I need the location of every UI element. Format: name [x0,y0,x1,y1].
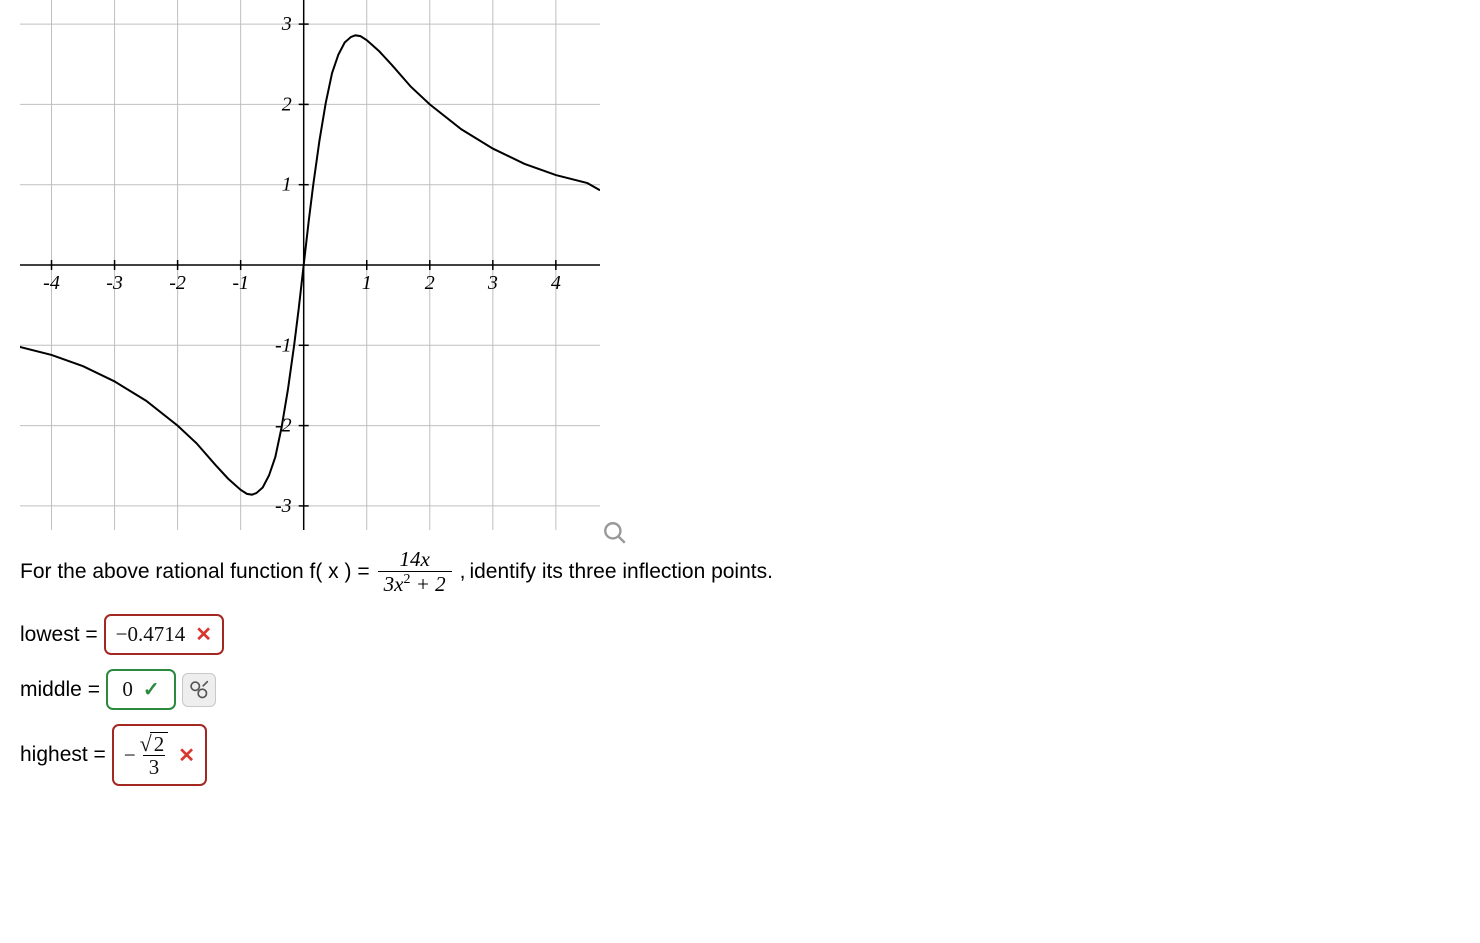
highest-label: highest = [20,743,106,767]
function-graph: -4-3-2-11234-3-2-1123 [20,0,620,540]
math-keyboard-button[interactable] [182,673,216,707]
svg-text:2: 2 [425,272,435,294]
answer-row-highest: highest = − √2 3 ✕ [20,724,1480,786]
answer-row-middle: middle = 0 ✓ [20,669,1480,710]
middle-input-box[interactable]: 0 ✓ [106,669,176,710]
graph-svg: -4-3-2-11234-3-2-1123 [20,0,600,530]
question-comma: , [460,560,466,584]
svg-text:-1: -1 [275,334,292,356]
middle-label: middle = [20,678,100,702]
function-fraction: 14x 3x2 + 2 [378,548,452,596]
answer-row-lowest: lowest = −0.4714 ✕ [20,614,1480,655]
check-icon: ✓ [143,677,160,702]
highest-value: − √2 3 [124,732,168,778]
lowest-input-box[interactable]: −0.4714 ✕ [104,614,224,655]
svg-text:3: 3 [281,13,292,35]
svg-text:-3: -3 [106,272,123,294]
svg-text:-2: -2 [169,272,186,294]
svg-text:1: 1 [282,174,292,196]
svg-text:2: 2 [282,93,292,115]
svg-text:-4: -4 [43,272,60,294]
question-prefix: For the above rational function f( x ) = [20,560,370,584]
fraction-denominator: 3x2 + 2 [378,571,452,596]
cross-icon: ✕ [178,743,195,768]
highest-input-box[interactable]: − √2 3 ✕ [112,724,207,786]
question-text: For the above rational function f( x ) =… [20,548,1480,596]
svg-text:4: 4 [551,272,561,294]
question-suffix: identify its three inflection points. [469,560,773,584]
lowest-value: −0.4714 [116,622,186,647]
answers-block: lowest = −0.4714 ✕ middle = 0 ✓ highest [20,614,1480,786]
svg-text:1: 1 [362,272,372,294]
svg-text:3: 3 [487,272,498,294]
lowest-label: lowest = [20,623,98,647]
svg-text:-3: -3 [275,495,292,517]
cross-icon: ✕ [195,622,212,647]
middle-value: 0 [122,677,133,702]
fraction-numerator: 14x [399,548,429,571]
zoom-icon[interactable] [602,520,628,546]
svg-text:-1: -1 [232,272,249,294]
